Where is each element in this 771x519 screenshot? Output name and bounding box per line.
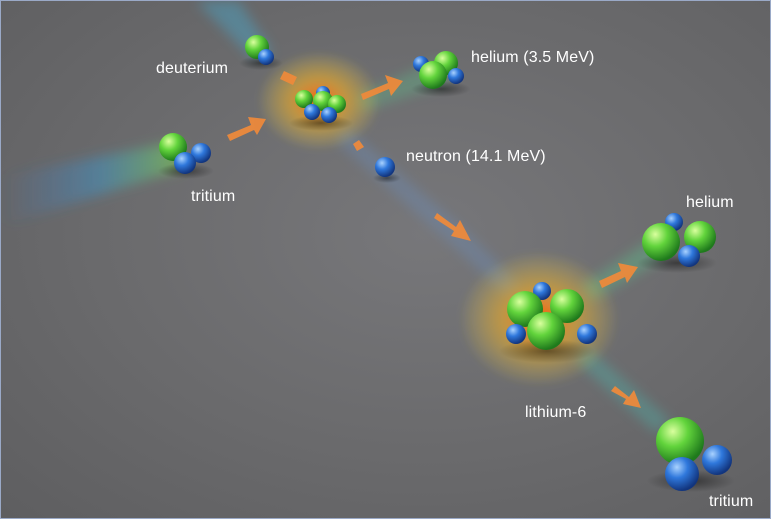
label-neutron: neutron (14.1 MeV) (406, 148, 546, 165)
helium-fast-nucleus (413, 51, 464, 89)
nucleus-shadows (158, 56, 735, 492)
label-helium-fast: helium (3.5 MeV) (471, 49, 595, 66)
arrow-deuterium-in (280, 71, 297, 85)
arrow-neutron-2 (434, 213, 471, 241)
helium-out-nucleus (642, 213, 716, 267)
arrow-neutron-1 (353, 140, 364, 151)
arrow-helium-branch (599, 263, 638, 288)
tritium-incoming-nucleus (159, 133, 211, 174)
arrow-tritium-branch (611, 386, 641, 408)
arrow-tritium-in (227, 117, 266, 141)
label-tritium-in: tritium (191, 188, 236, 205)
tritium-out-nucleus (656, 417, 732, 491)
arrow-helium-out (361, 75, 403, 100)
deuterium-nucleus (245, 35, 274, 65)
lithium-nucleus (506, 282, 597, 350)
tritium-out-trail (576, 346, 671, 433)
tritium-incoming-trail (1, 141, 181, 226)
fusion-cluster-nucleus (295, 86, 346, 123)
reaction-arrows (227, 71, 641, 408)
label-deuterium: deuterium (156, 60, 229, 77)
label-lithium: lithium-6 (525, 404, 587, 421)
neutron-particle (375, 157, 395, 177)
label-helium-out: helium (686, 194, 734, 211)
label-tritium-out: tritium (709, 493, 754, 510)
